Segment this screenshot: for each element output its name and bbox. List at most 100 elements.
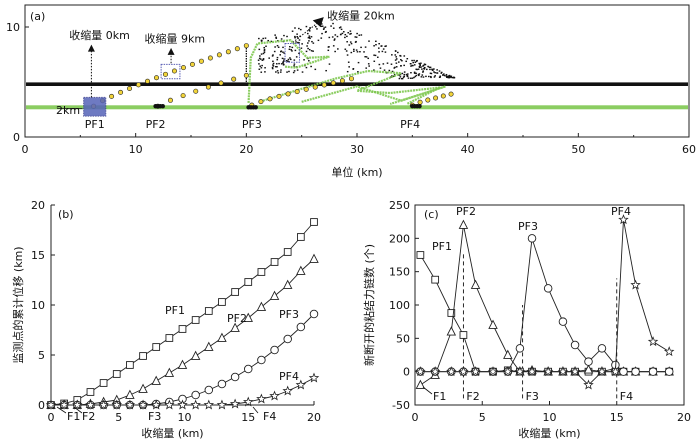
black-wedge-dot	[373, 60, 376, 62]
data-point-pf2	[190, 350, 201, 360]
black-wedge-dot	[352, 68, 355, 70]
marker-trail-point	[294, 89, 300, 95]
data-point-pf3	[515, 344, 525, 353]
black-wedge-dot	[440, 72, 443, 74]
black-wedge-dot	[406, 58, 409, 60]
black-wedge-dot	[260, 53, 263, 55]
black-wedge-dot	[263, 51, 266, 54]
fault-arrow-f2	[73, 406, 83, 414]
panel-c-xlabel: 收缩量 (km)	[518, 426, 580, 440]
black-wedge-dot	[308, 60, 310, 62]
black-wedge-dot	[283, 52, 286, 54]
fault-label-f4: F4	[263, 410, 276, 423]
data-point-pf1	[218, 298, 226, 306]
data-point-pf2	[256, 301, 267, 311]
black-wedge-dot	[413, 72, 416, 74]
arrow-20km-line	[292, 21, 320, 43]
marker-trail-point	[153, 75, 159, 81]
black-wedge-dot	[286, 71, 288, 73]
black-wedge-dot	[346, 70, 349, 73]
black-wedge-dot	[438, 76, 441, 79]
data-point-pf2	[488, 319, 498, 329]
black-wedge-dot	[429, 66, 432, 69]
black-wedge-dot	[263, 46, 266, 49]
panel-c-ytick-label: 200	[389, 232, 410, 245]
black-wedge-dot	[433, 76, 436, 78]
marker-trail-point	[167, 97, 173, 103]
black-wedge-dot	[382, 63, 385, 65]
marker-trail-point	[207, 55, 213, 61]
black-wedge-dot	[411, 77, 414, 79]
data-point-pf2	[151, 375, 161, 385]
black-wedge-dot	[422, 76, 425, 78]
black-wedge-dot	[276, 58, 279, 61]
black-wedge-dot	[391, 70, 394, 73]
data-point-pf1	[310, 218, 318, 226]
black-wedge-dot	[378, 42, 380, 45]
black-wedge-dot	[413, 59, 415, 62]
black-wedge-dot	[295, 41, 297, 43]
black-wedge-dot	[263, 48, 266, 51]
panel-b-ytick-label: 5	[38, 349, 45, 362]
black-wedge-dot	[305, 66, 308, 69]
marker-trail-point	[440, 93, 446, 99]
data-point-pf4	[45, 399, 57, 410]
marker-trail-point	[448, 91, 454, 97]
data-point-pf4	[308, 372, 320, 383]
black-wedge-dot	[355, 36, 358, 38]
black-wedge-dot	[422, 71, 424, 73]
black-wedge-dot	[388, 69, 391, 72]
black-wedge-dot	[298, 27, 300, 30]
data-point-pf4	[596, 366, 608, 377]
data-point-pf2	[164, 367, 175, 377]
marker-trail-point	[225, 49, 231, 55]
black-wedge-dot	[276, 44, 279, 47]
data-point-pf3	[570, 340, 580, 350]
black-wedge-dot	[402, 76, 405, 78]
data-point-pf1	[152, 343, 161, 351]
data-point-pf4	[630, 279, 641, 290]
black-wedge-dot	[374, 54, 377, 57]
data-point-pf1	[139, 352, 147, 360]
data-point-pf3	[257, 355, 266, 365]
data-point-pf2	[204, 341, 214, 351]
black-wedge-dot	[276, 70, 279, 72]
data-point-pf1	[86, 388, 95, 396]
arrow-9km-head	[167, 47, 175, 55]
marker-trail-point	[433, 95, 439, 101]
data-point-pf3	[558, 317, 568, 326]
black-wedge-dot	[410, 77, 412, 79]
black-wedge-dot	[293, 70, 296, 72]
black-wedge-dot	[449, 75, 452, 78]
black-wedge-dot	[364, 56, 366, 58]
black-wedge-dot	[424, 63, 427, 66]
data-point-pf3	[543, 284, 553, 293]
pf3-box	[284, 43, 300, 63]
black-wedge-dot	[400, 58, 402, 61]
black-wedge-dot	[390, 63, 393, 65]
black-wedge-dot	[420, 76, 423, 78]
black-wedge-dot	[257, 59, 260, 61]
data-point-pf3	[217, 379, 227, 389]
black-wedge-dot	[403, 71, 406, 73]
black-wedge-dot	[429, 72, 432, 74]
marker-trail-point	[127, 86, 133, 92]
black-wedge-dot	[395, 58, 398, 60]
data-point-pf4	[137, 399, 149, 410]
black-wedge-dot	[428, 66, 431, 68]
data-point-pf3	[204, 385, 214, 395]
black-wedge-dot	[395, 62, 398, 64]
black-wedge-dot	[260, 40, 263, 42]
data-point-pf1	[165, 334, 174, 342]
panel-c-ytick-label: 250	[389, 199, 410, 212]
black-wedge-dot	[321, 32, 323, 35]
black-wedge-dot	[453, 76, 456, 79]
panel-b-xtick-label: 10	[178, 411, 192, 424]
black-wedge-dot	[320, 23, 323, 25]
marker-trail-point	[193, 88, 199, 94]
black-wedge-dot	[272, 62, 275, 65]
panel-b-xtick-label: 15	[241, 411, 255, 424]
black-wedge-dot	[403, 73, 406, 76]
black-wedge-dot	[298, 42, 300, 44]
